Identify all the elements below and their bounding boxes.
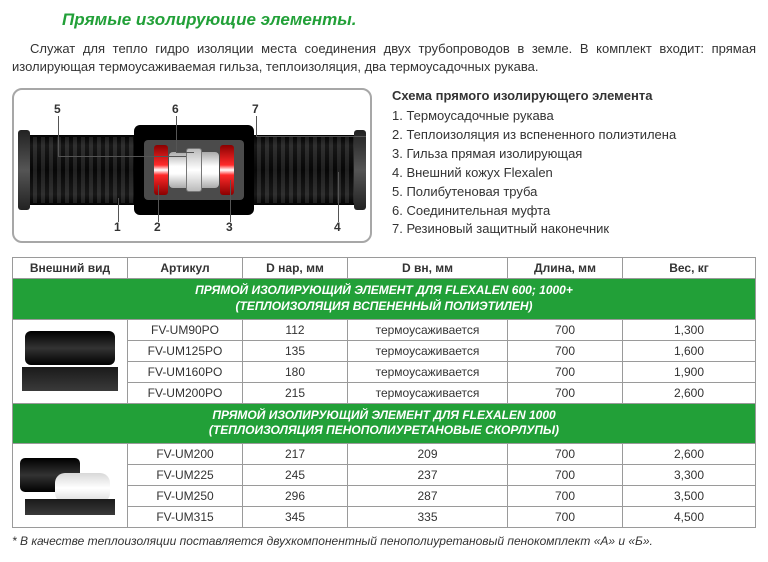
legend-item: 2. Теплоизоляция из вспененного полиэтил…: [392, 126, 756, 145]
diagram-num-1: 1: [114, 220, 121, 234]
table-header-row: Внешний вид Артикул D нар, мм D вн, мм Д…: [13, 258, 756, 279]
col-view: Внешний вид: [13, 258, 128, 279]
legend-item: 4. Внешний кожух Flexalen: [392, 164, 756, 183]
section2-line2: (ТЕПЛОИЗОЛЯЦИЯ ПЕНОПОЛИУРЕТАНОВЫЕ СКОРЛУ…: [209, 423, 559, 437]
diagram-num-2: 2: [154, 220, 161, 234]
footnote: * В качестве теплоизоляции поставляется …: [12, 534, 756, 548]
legend: Схема прямого изолирующего элемента 1. Т…: [392, 88, 756, 243]
table-row: FV-UM90PO 112 термоусаживается 700 1,300: [13, 319, 756, 340]
page-title: Прямые изолирующие элементы.: [62, 10, 756, 30]
section1-line2: (ТЕПЛОИЗОЛЯЦИЯ ВСПЕНЕННЫЙ ПОЛИЭТИЛЕН): [235, 299, 532, 313]
legend-item: 7. Резиновый защитный наконечник: [392, 220, 756, 239]
col-wt: Вес, кг: [623, 258, 756, 279]
legend-item: 5. Полибутеновая труба: [392, 183, 756, 202]
table-row: FV-UM200 217 209 700 2,600: [13, 443, 756, 464]
legend-item: 1. Термоусадочные рукава: [392, 107, 756, 126]
product-thumb-1: [13, 319, 128, 403]
legend-item: 6. Соединительная муфта: [392, 202, 756, 221]
diagram-num-5: 5: [54, 102, 61, 116]
col-dvn: D вн, мм: [348, 258, 508, 279]
section-header-2: ПРЯМОЙ ИЗОЛИРУЮЩИЙ ЭЛЕМЕНТ ДЛЯ FLEXALEN …: [13, 403, 756, 443]
spec-table: Внешний вид Артикул D нар, мм D вн, мм Д…: [12, 257, 756, 527]
product-thumb-2: [13, 443, 128, 527]
section2-line1: ПРЯМОЙ ИЗОЛИРУЮЩИЙ ЭЛЕМЕНТ ДЛЯ FLEXALEN …: [212, 408, 555, 422]
description-text: Служат для тепло гидро изоляции места со…: [12, 40, 756, 76]
diagram: 1 2 3 4 5 6 7: [12, 88, 372, 243]
legend-item: 3. Гильза прямая изолирующая: [392, 145, 756, 164]
diagram-num-3: 3: [226, 220, 233, 234]
col-dnar: D нар, мм: [243, 258, 348, 279]
col-art: Артикул: [128, 258, 243, 279]
col-len: Длина, мм: [508, 258, 623, 279]
legend-title: Схема прямого изолирующего элемента: [392, 88, 756, 103]
diagram-num-7: 7: [252, 102, 259, 116]
diagram-num-4: 4: [334, 220, 341, 234]
diagram-num-6: 6: [172, 102, 179, 116]
section1-line1: ПРЯМОЙ ИЗОЛИРУЮЩИЙ ЭЛЕМЕНТ ДЛЯ FLEXALEN …: [195, 283, 573, 297]
section-header-1: ПРЯМОЙ ИЗОЛИРУЮЩИЙ ЭЛЕМЕНТ ДЛЯ FLEXALEN …: [13, 279, 756, 319]
